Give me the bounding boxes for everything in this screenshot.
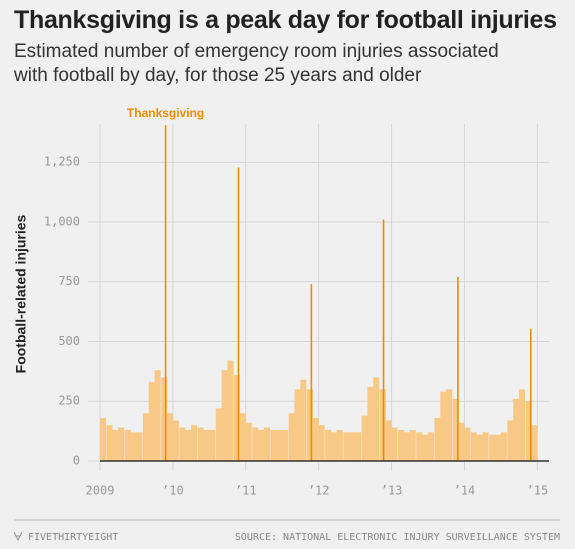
bar bbox=[325, 429, 332, 461]
bar bbox=[458, 422, 465, 461]
x-tick-label: 2009 bbox=[86, 484, 115, 498]
bar bbox=[343, 432, 350, 461]
bar bbox=[209, 429, 216, 461]
subtitle: Estimated number of emergency room injur… bbox=[14, 41, 499, 86]
y-tick-label: 750 bbox=[58, 274, 80, 288]
bar bbox=[355, 432, 362, 461]
bar bbox=[403, 432, 410, 461]
bar bbox=[197, 427, 204, 461]
bar bbox=[263, 427, 270, 461]
annotation: Thanksgiving bbox=[127, 106, 204, 120]
x-tick-label: ’14 bbox=[454, 484, 476, 498]
bar bbox=[336, 429, 343, 461]
spike-bar bbox=[237, 167, 240, 461]
bar bbox=[215, 408, 222, 461]
bar bbox=[330, 432, 338, 461]
y-tick-label: 500 bbox=[58, 334, 80, 348]
bar bbox=[234, 374, 241, 461]
x-tick-label: ’12 bbox=[308, 484, 330, 498]
bar bbox=[476, 434, 483, 461]
bar bbox=[258, 429, 265, 461]
bar bbox=[294, 389, 301, 461]
y-tick-label: 0 bbox=[73, 454, 80, 468]
bar bbox=[513, 398, 520, 461]
bar bbox=[531, 425, 538, 461]
bar bbox=[494, 434, 502, 461]
bar bbox=[166, 413, 174, 461]
bar bbox=[154, 370, 161, 461]
bar bbox=[507, 420, 514, 461]
bar bbox=[99, 417, 106, 461]
y-tick-label: 250 bbox=[58, 394, 80, 408]
bar bbox=[148, 382, 155, 461]
bar bbox=[349, 432, 356, 461]
bar bbox=[130, 432, 137, 461]
bar bbox=[185, 429, 192, 461]
bar bbox=[282, 429, 289, 461]
bar bbox=[270, 429, 277, 461]
bar bbox=[464, 427, 471, 461]
bar bbox=[409, 429, 416, 461]
bar bbox=[221, 370, 228, 461]
spike-bar bbox=[382, 219, 385, 461]
bar bbox=[519, 389, 526, 461]
bar bbox=[470, 432, 477, 461]
brand-icon bbox=[13, 531, 23, 542]
bar bbox=[118, 427, 125, 461]
bar bbox=[427, 432, 434, 461]
bar bbox=[385, 420, 392, 461]
bar bbox=[391, 427, 398, 461]
bar bbox=[142, 413, 149, 461]
bar bbox=[227, 360, 234, 461]
brand: FIVETHIRTYEIGHT bbox=[28, 532, 118, 543]
y-tick-label: 1,250 bbox=[44, 155, 80, 169]
spike-bar bbox=[164, 125, 167, 461]
bar bbox=[525, 401, 532, 461]
bar bbox=[440, 391, 447, 461]
bar bbox=[306, 389, 313, 461]
bar bbox=[312, 417, 319, 461]
bar bbox=[190, 425, 198, 461]
bar bbox=[367, 386, 374, 461]
bar bbox=[239, 413, 246, 461]
bar bbox=[203, 429, 210, 461]
bar bbox=[179, 427, 186, 461]
bar bbox=[172, 420, 179, 461]
bar bbox=[161, 377, 168, 461]
x-tick-label: ’11 bbox=[235, 484, 257, 498]
bar bbox=[452, 398, 459, 461]
bar bbox=[373, 377, 380, 461]
bar bbox=[434, 417, 441, 461]
bar bbox=[318, 425, 325, 461]
y-tick-label: 1,000 bbox=[44, 214, 80, 228]
spike-bar bbox=[529, 329, 532, 461]
bar bbox=[361, 415, 368, 461]
bar bbox=[398, 429, 405, 461]
bar bbox=[106, 425, 113, 461]
x-tick-label: ’10 bbox=[162, 484, 184, 498]
x-tick-label: ’13 bbox=[381, 484, 403, 498]
spike-bar bbox=[310, 284, 313, 461]
bar bbox=[422, 434, 429, 461]
spike-bar bbox=[457, 276, 459, 461]
x-tick-label: ’15 bbox=[527, 484, 549, 498]
bar bbox=[500, 432, 507, 461]
bar bbox=[489, 434, 496, 461]
bar bbox=[112, 429, 119, 461]
bar bbox=[124, 429, 131, 461]
source: SOURCE: NATIONAL ELECTRONIC INJURY SURVE… bbox=[235, 532, 560, 543]
bar bbox=[245, 422, 252, 461]
bar bbox=[288, 413, 295, 461]
bar bbox=[482, 432, 489, 461]
bar bbox=[252, 427, 259, 461]
bar bbox=[446, 389, 453, 461]
bar bbox=[136, 432, 143, 461]
bar bbox=[416, 432, 423, 461]
bar bbox=[276, 429, 283, 461]
bar bbox=[300, 379, 307, 461]
y-axis-label: Football-related injuries bbox=[13, 214, 29, 373]
title: Thanksgiving is a peak day for football … bbox=[14, 6, 557, 34]
